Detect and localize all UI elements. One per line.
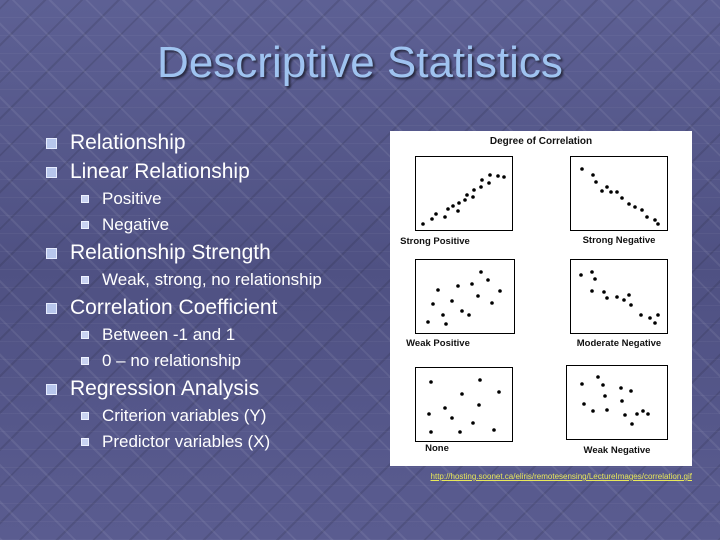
sub-bullet-text: Weak, strong, no relationship: [102, 270, 322, 289]
sub-bullet-text: Positive: [102, 189, 162, 208]
small-square-bullet-icon: [81, 195, 89, 203]
small-square-bullet-icon: [81, 276, 89, 284]
scatter-plot: [579, 270, 660, 325]
correlation-figure: Degree of Correlation Strong Positive: [390, 131, 692, 466]
sub-bullet-item: Positive: [40, 186, 385, 212]
bullet-text: Relationship: [70, 131, 186, 154]
bullet-item: Linear Relationship: [40, 157, 385, 186]
bullet-text: Relationship Strength: [70, 241, 271, 264]
panel-label-weak-negative: Weak Negative: [583, 445, 651, 456]
square-bullet-icon: [46, 167, 57, 178]
panel-label-none: None: [425, 443, 449, 454]
scatter-panel-none: [415, 367, 513, 442]
bullet-text: Correlation Coefficient: [70, 296, 278, 319]
sub-bullet-text: Between -1 and 1: [102, 325, 236, 344]
bullet-text: Regression Analysis: [70, 377, 260, 400]
bullet-text: Linear Relationship: [70, 160, 250, 183]
scatter-panel-strong-negative: [570, 156, 668, 231]
sub-bullet-item: 0 – no relationship: [40, 348, 385, 374]
panel-label-strong-positive: Strong Positive: [400, 236, 470, 247]
sub-bullet-item: Between -1 and 1: [40, 322, 385, 348]
bullet-item: Relationship Strength: [40, 238, 385, 267]
sub-bullet-text: Criterion variables (Y): [102, 406, 267, 425]
bullet-item: Regression Analysis: [40, 374, 385, 403]
panel-label-moderate-negative: Moderate Negative: [576, 338, 662, 349]
sub-bullet-item: Weak, strong, no relationship: [40, 267, 385, 293]
square-bullet-icon: [46, 248, 57, 259]
scatter-panel-weak-positive: [415, 259, 515, 334]
scatter-panel-strong-positive: [415, 156, 513, 231]
scatter-plot: [580, 375, 650, 426]
panel-label-strong-negative: Strong Negative: [582, 235, 656, 246]
small-square-bullet-icon: [81, 412, 89, 420]
scatter-panel-weak-negative: [566, 365, 668, 440]
slide-title: Descriptive Statistics: [157, 38, 563, 87]
panel-label-weak-positive: Weak Positive: [406, 338, 470, 349]
sub-bullet-item: Negative: [40, 212, 385, 238]
square-bullet-icon: [46, 384, 57, 395]
scatter-panel-moderate-negative: [570, 259, 668, 334]
scatter-plot: [580, 167, 660, 226]
sub-bullet-item: Criterion variables (Y): [40, 403, 385, 429]
sub-bullet-text: Negative: [102, 215, 170, 234]
small-square-bullet-icon: [81, 357, 89, 365]
small-square-bullet-icon: [81, 331, 89, 339]
square-bullet-icon: [46, 138, 57, 149]
bullet-list: Relationship Linear Relationship Positiv…: [40, 128, 385, 455]
scatter-plot: [427, 378, 501, 434]
bullet-item: Correlation Coefficient: [40, 293, 385, 322]
sub-bullet-text: 0 – no relationship: [102, 351, 241, 370]
bullet-item: Relationship: [40, 128, 385, 157]
figure-title: Degree of Correlation: [489, 136, 593, 147]
sub-bullet-text: Predictor variables (X): [102, 432, 271, 451]
small-square-bullet-icon: [81, 438, 89, 446]
scatter-plot: [426, 270, 502, 326]
small-square-bullet-icon: [81, 221, 89, 229]
scatter-plot: [421, 173, 506, 226]
square-bullet-icon: [46, 303, 57, 314]
sub-bullet-item: Predictor variables (X): [40, 429, 385, 455]
source-link[interactable]: http://hosting.soonet.ca/eliris/remotese…: [430, 472, 692, 481]
